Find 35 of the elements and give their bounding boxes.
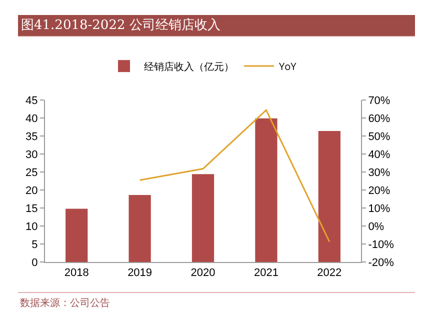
bar bbox=[192, 174, 214, 262]
y-tick-label: 5 bbox=[32, 238, 38, 251]
y2-tick-label: -10% bbox=[368, 238, 394, 251]
x-tick-label: 2020 bbox=[190, 267, 216, 280]
y2-tick-label: 50% bbox=[368, 130, 390, 143]
y2-tick-label: 10% bbox=[368, 202, 390, 215]
y2-tick-label: 20% bbox=[368, 184, 390, 197]
bar bbox=[255, 118, 278, 262]
y-tick-label: 20 bbox=[26, 184, 38, 197]
line-series bbox=[139, 109, 330, 242]
y2-tick-label: 60% bbox=[368, 112, 390, 125]
y2-tick-label: 40% bbox=[368, 148, 390, 161]
x-tick-label: 2022 bbox=[317, 267, 342, 280]
x-tick-label: 2019 bbox=[128, 267, 152, 280]
y-tick-label: 15 bbox=[26, 202, 38, 215]
y-tick-label: 30 bbox=[26, 148, 38, 161]
y-tick-label: 45 bbox=[26, 94, 38, 107]
y2-tick-label: -20% bbox=[368, 256, 394, 269]
x-tick-label: 2018 bbox=[64, 267, 89, 280]
y2-tick-label: 30% bbox=[368, 166, 390, 179]
y2-tick-label: 0% bbox=[368, 220, 384, 233]
x-tick-label: 2021 bbox=[254, 267, 278, 280]
y-tick-label: 35 bbox=[26, 130, 38, 143]
bar bbox=[66, 208, 88, 262]
y-tick-label: 40 bbox=[26, 112, 38, 125]
y-tick-label: 25 bbox=[26, 166, 38, 179]
bar bbox=[318, 130, 340, 262]
y-tick-label: 0 bbox=[32, 256, 38, 269]
source-note: 数据来源：公司公告 bbox=[20, 296, 110, 310]
bar bbox=[128, 195, 151, 262]
y-tick-label: 10 bbox=[26, 220, 38, 233]
y2-tick-label: 70% bbox=[368, 94, 390, 107]
chart-title: 图41.2018-2022 公司经销店收入 bbox=[18, 15, 415, 37]
legend-label: 经销店收入（亿元） bbox=[144, 58, 234, 73]
legend-label: YoY bbox=[279, 58, 297, 73]
